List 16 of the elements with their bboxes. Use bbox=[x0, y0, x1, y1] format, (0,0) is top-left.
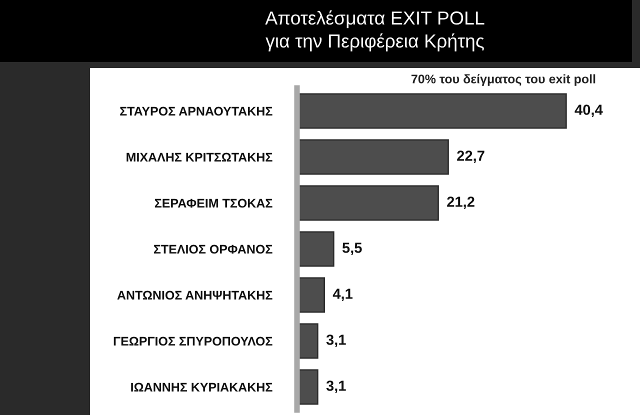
y-tick-label: ΑΝΤΩΝΙΟΣ ΑΝΗΨΗΤΑΚΗΣ bbox=[117, 290, 272, 300]
y-tick-label: ΜΙΧΑΛΗΣ ΚΡΙΤΣΩΤΑΚΗΣ bbox=[126, 152, 272, 162]
data-label: 22,7 bbox=[457, 150, 484, 164]
y-tick-label: ΓΕΩΡΓΙΟΣ ΣΠΥΡΟΠΟΥΛΟΣ bbox=[114, 336, 272, 346]
chart-subtitle: 70% του δείγματος του exit poll bbox=[411, 74, 596, 86]
data-label: 5,5 bbox=[342, 242, 362, 256]
y-tick-label: ΣΤΑΥΡΟΣ ΑΡΝΑΟΥΤΑΚΗΣ bbox=[120, 106, 272, 116]
y-tick-label: ΣΤΕΛΙΟΣ ΟΡΦΑΝΟΣ bbox=[154, 244, 272, 254]
data-label: 21,2 bbox=[447, 196, 474, 210]
data-label: 4,1 bbox=[332, 288, 353, 302]
data-label: 3,1 bbox=[326, 334, 346, 348]
y-tick-label: ΣΕΡΑΦΕΙΜ ΤΣΟΚΑΣ bbox=[154, 198, 272, 208]
data-label: 40,4 bbox=[574, 104, 603, 118]
data-label: 3,1 bbox=[326, 380, 346, 394]
y-tick-label: ΙΩΑΝΝΗΣ ΚΥΡΙΑΚΑΚΗΣ bbox=[131, 382, 272, 392]
chart-title: Αποτελέσματα EXIT POLL για την Περιφέρεια Κρήτης bbox=[265, 10, 484, 52]
